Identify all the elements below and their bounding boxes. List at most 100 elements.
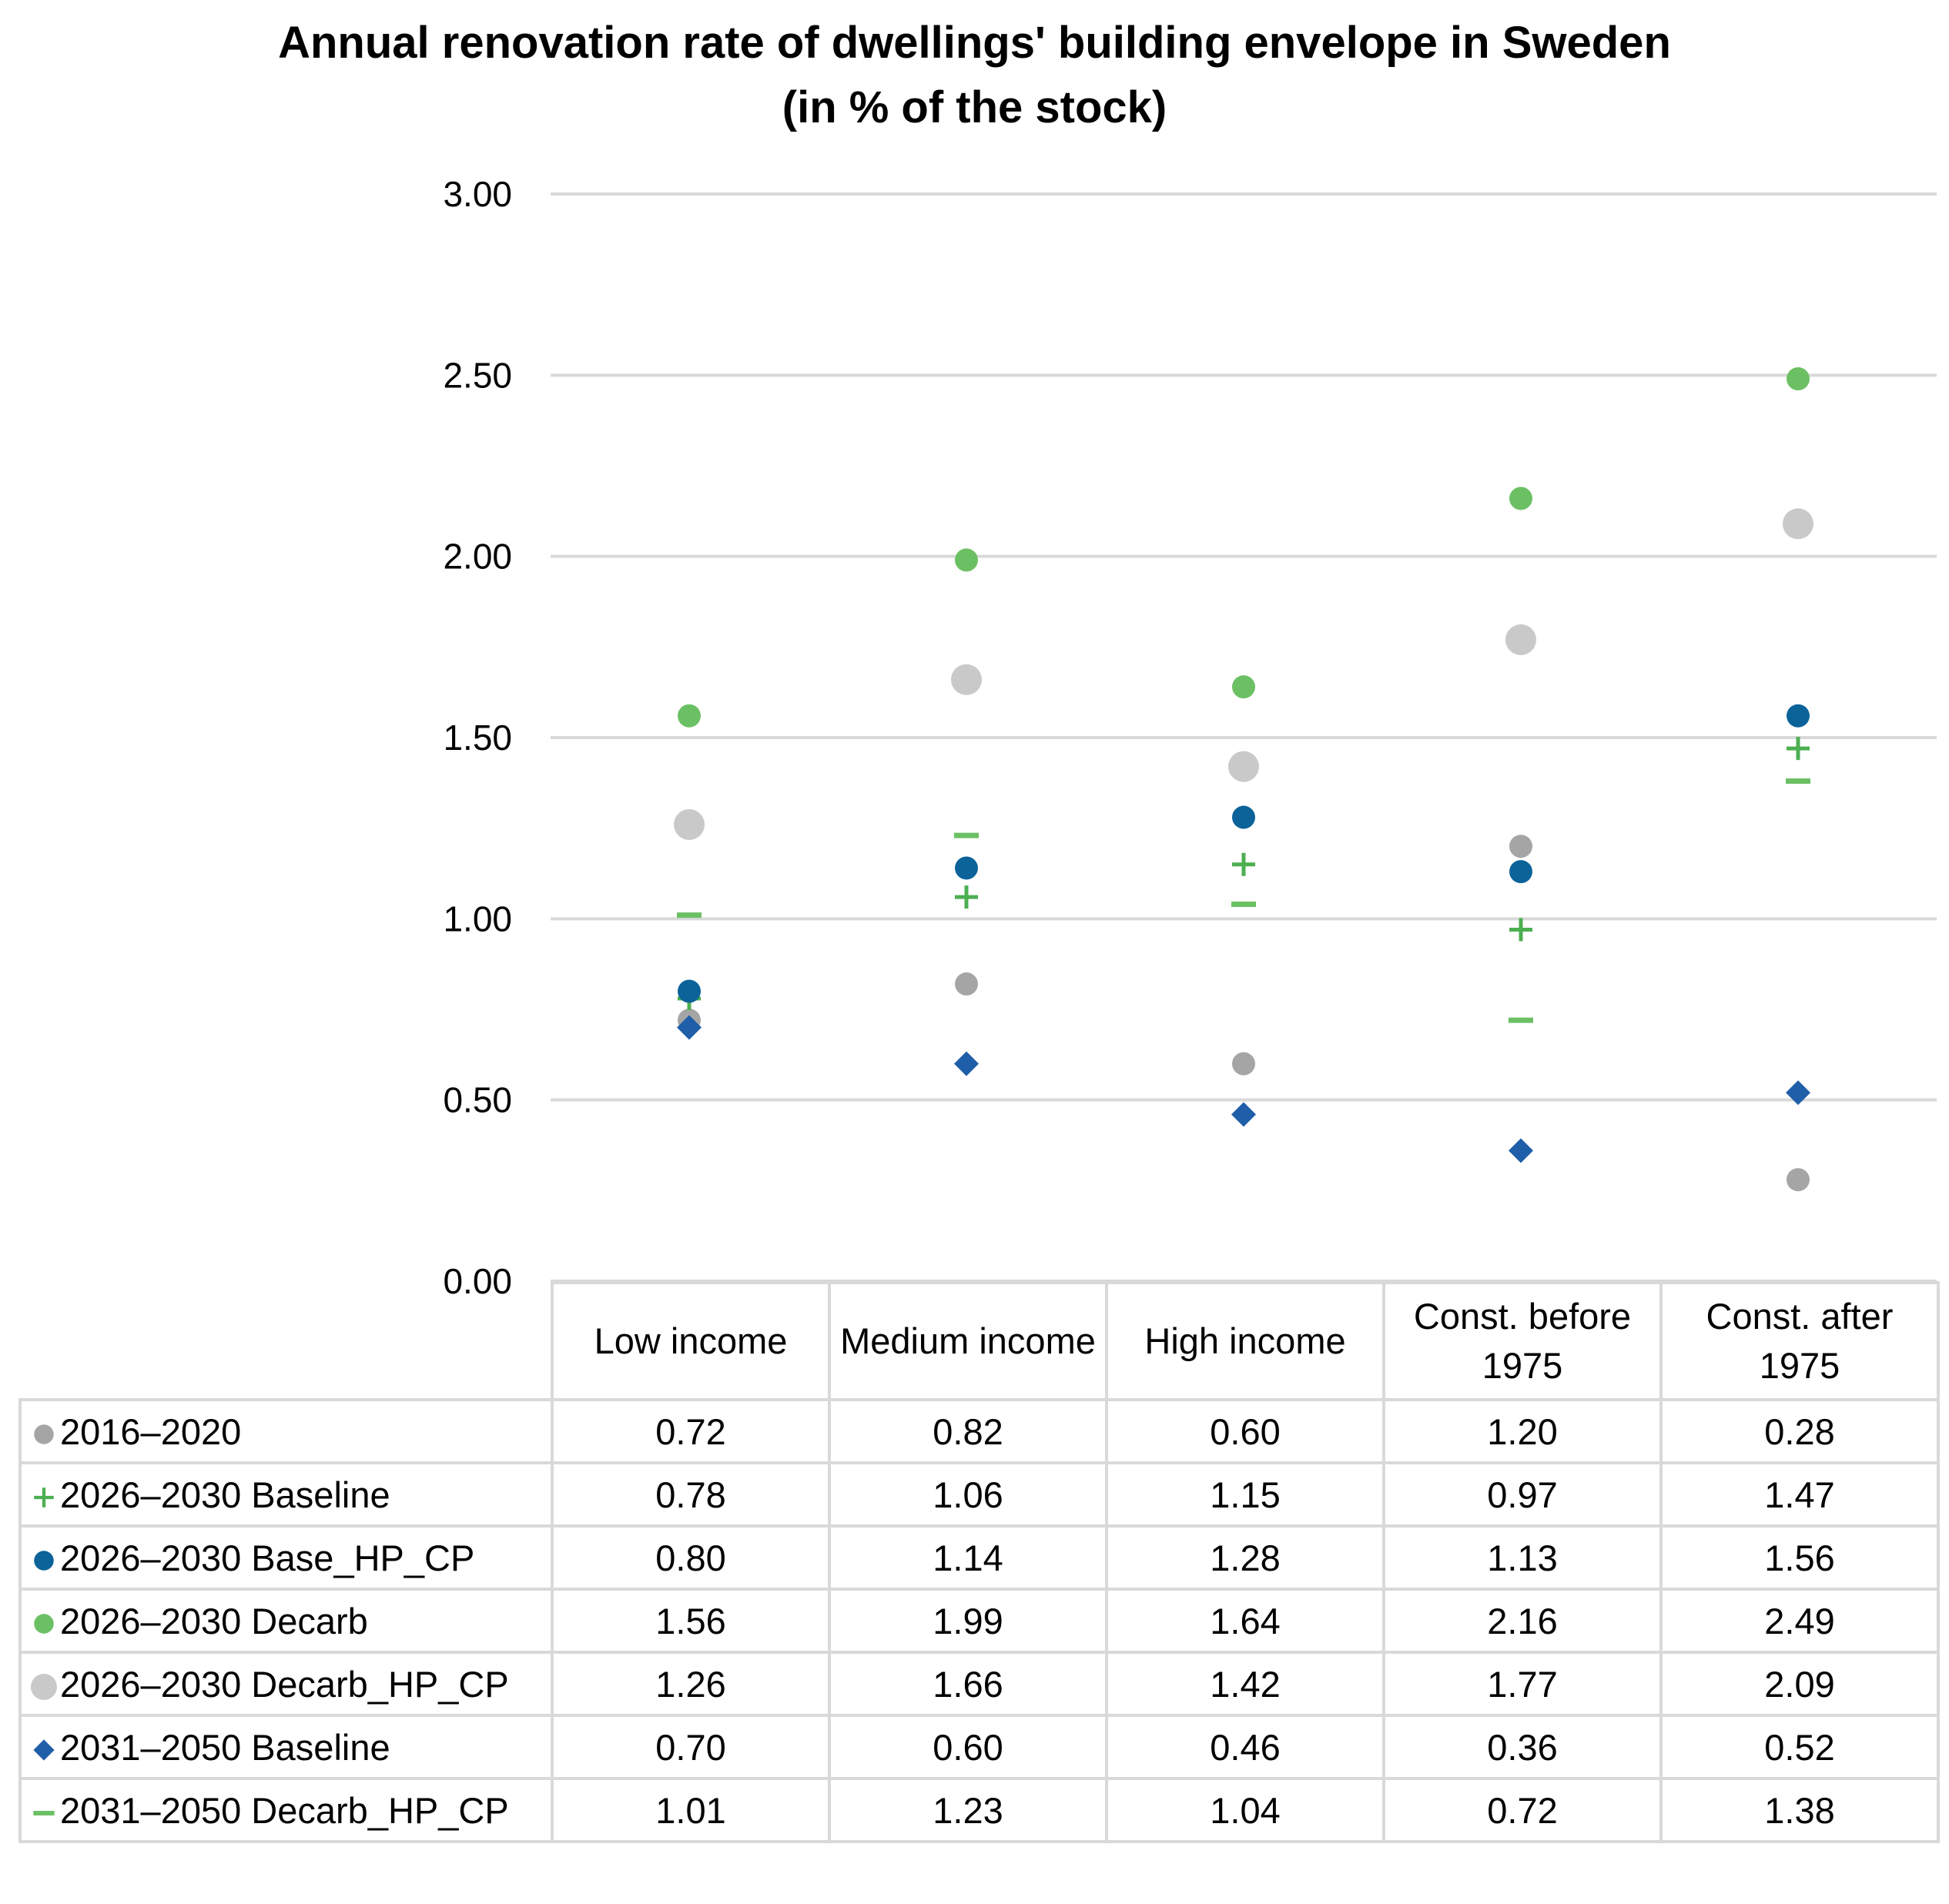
legend-label: 2016–2020 [60, 1410, 242, 1452]
series-row: 2026–2030 Baseline 0.78 1.06 1.15 0.97 1.47 [18, 1461, 1940, 1528]
marker [31, 1674, 57, 1701]
value-cell: 2.09 [1659, 1651, 1940, 1717]
value-cell: 1.13 [1382, 1524, 1663, 1591]
value-cell: 1.15 [1105, 1461, 1385, 1528]
marker [677, 1015, 702, 1040]
value-cell: 0.36 [1382, 1714, 1663, 1780]
title-block: Annual renovation rate of dwellings' bui… [0, 11, 1949, 140]
marker [1509, 1138, 1533, 1163]
marker [678, 704, 701, 728]
value-cell: 0.70 [551, 1714, 831, 1780]
category-label: High income [1105, 1281, 1385, 1401]
value-cell: 1.56 [551, 1588, 831, 1654]
y-tick-label: 1.50 [443, 718, 512, 758]
legend-cell: 2016–2020 [18, 1398, 554, 1464]
series-row: 2031–2050 Baseline 0.70 0.60 0.46 0.36 0.52 [18, 1714, 1940, 1780]
value-cell: 1.23 [828, 1777, 1108, 1843]
value-cell: 0.72 [551, 1398, 831, 1464]
value-cell: 0.60 [1105, 1398, 1385, 1464]
value-cell: 1.04 [1105, 1777, 1385, 1843]
y-tick-label: 1.00 [443, 898, 512, 939]
marker [1509, 835, 1532, 858]
marker [1787, 737, 1810, 761]
legend-cell: 2026–2030 Decarb [18, 1588, 554, 1654]
legend-marker [34, 1424, 54, 1444]
value-cell: 2.49 [1659, 1588, 1940, 1654]
legend-label: 2026–2030 Decarb [60, 1600, 368, 1641]
legend-label: 2026–2030 Base_HP_CP [60, 1537, 475, 1578]
chart: 0.000.501.001.502.002.503.00 [443, 174, 1937, 1301]
legend-marker [34, 1614, 54, 1634]
value-cell: 0.28 [1659, 1398, 1940, 1464]
marker [955, 548, 978, 572]
value-cell: 1.01 [551, 1777, 831, 1843]
chart-subtitle: (in % of the stock) [782, 82, 1167, 132]
legend-cell: 2031–2050 Baseline [18, 1714, 554, 1780]
marker [1232, 852, 1255, 876]
value-cell: 0.80 [551, 1524, 831, 1591]
data-table: Low income Medium income High income Const.… [18, 1281, 1940, 1843]
value-cell: 1.38 [1659, 1777, 1940, 1843]
category-label: Medium income [828, 1281, 1108, 1401]
value-cell: 1.06 [828, 1461, 1108, 1528]
marker [1509, 487, 1532, 510]
value-cell: 1.14 [828, 1524, 1108, 1591]
marker [34, 1551, 54, 1571]
y-tick-label: 0.50 [443, 1080, 512, 1120]
series-row: 2016–2020 0.72 0.82 0.60 1.20 0.28 [18, 1398, 1940, 1464]
value-cell: 1.42 [1105, 1651, 1385, 1717]
value-cell: 0.78 [551, 1461, 831, 1528]
marker [1509, 860, 1532, 884]
legend-marker [33, 1811, 55, 1816]
blank-cell [20, 1283, 554, 1401]
legend-cell: 2031–2050 Decarb_HP_CP [18, 1777, 554, 1843]
marker [1787, 1168, 1810, 1192]
legend-cell: 2026–2030 Base_HP_CP [18, 1524, 554, 1591]
value-cell: 1.99 [828, 1588, 1108, 1654]
marker [955, 972, 978, 996]
marker [951, 664, 982, 695]
legend-marker [33, 1739, 55, 1761]
category-label: Low income [551, 1281, 831, 1401]
marker [674, 808, 705, 840]
category-label: Const. after 1975 [1659, 1281, 1940, 1401]
value-cell: 0.82 [828, 1398, 1108, 1464]
y-tick-label: 2.50 [443, 355, 512, 395]
value-cell: 1.56 [1659, 1524, 1940, 1591]
value-cell: 1.26 [551, 1651, 831, 1717]
marker [1787, 704, 1810, 728]
marker [34, 1424, 54, 1444]
chart-title: Annual renovation rate of dwellings' bui… [278, 18, 1671, 68]
legend-label: 2031–2050 Decarb_HP_CP [60, 1789, 509, 1831]
legend-cell: 2026–2030 Baseline [18, 1461, 554, 1528]
series-row: 2026–2030 Decarb 1.56 1.99 1.64 2.16 2.49 [18, 1588, 1940, 1654]
value-cell: 0.60 [828, 1714, 1108, 1780]
value-cell: 1.64 [1105, 1588, 1385, 1654]
value-cell: 1.28 [1105, 1524, 1385, 1591]
legend-cell: 2026–2030 Decarb_HP_CP [18, 1651, 554, 1717]
value-cell: 0.46 [1105, 1714, 1385, 1780]
y-tick-label: 2.00 [443, 537, 512, 577]
value-cell: 2.16 [1382, 1588, 1663, 1654]
value-cell: 1.47 [1659, 1461, 1940, 1528]
marker [1232, 675, 1255, 699]
marker [1787, 367, 1810, 391]
marker [1783, 508, 1813, 540]
marker [1232, 805, 1255, 829]
marker [1786, 1080, 1810, 1106]
value-cell: 0.52 [1659, 1714, 1940, 1780]
marker [34, 1614, 54, 1634]
value-cell: 0.72 [1382, 1777, 1663, 1843]
marker [33, 1739, 55, 1761]
legend-label: 2026–2030 Decarb_HP_CP [60, 1663, 509, 1705]
marker [678, 979, 701, 1003]
legend-marker [34, 1551, 54, 1571]
marker [954, 1051, 979, 1076]
legend-marker [31, 1674, 57, 1701]
series-row: 2026–2030 Decarb_HP_CP 1.26 1.66 1.42 1.77 2.… [18, 1651, 1940, 1717]
y-tick-label: 3.00 [443, 174, 512, 214]
value-cell: 0.97 [1382, 1461, 1663, 1528]
legend-marker [34, 1487, 54, 1507]
series-row: 2031–2050 Decarb_HP_CP 1.01 1.23 1.04 0.72 1.… [18, 1777, 1940, 1843]
